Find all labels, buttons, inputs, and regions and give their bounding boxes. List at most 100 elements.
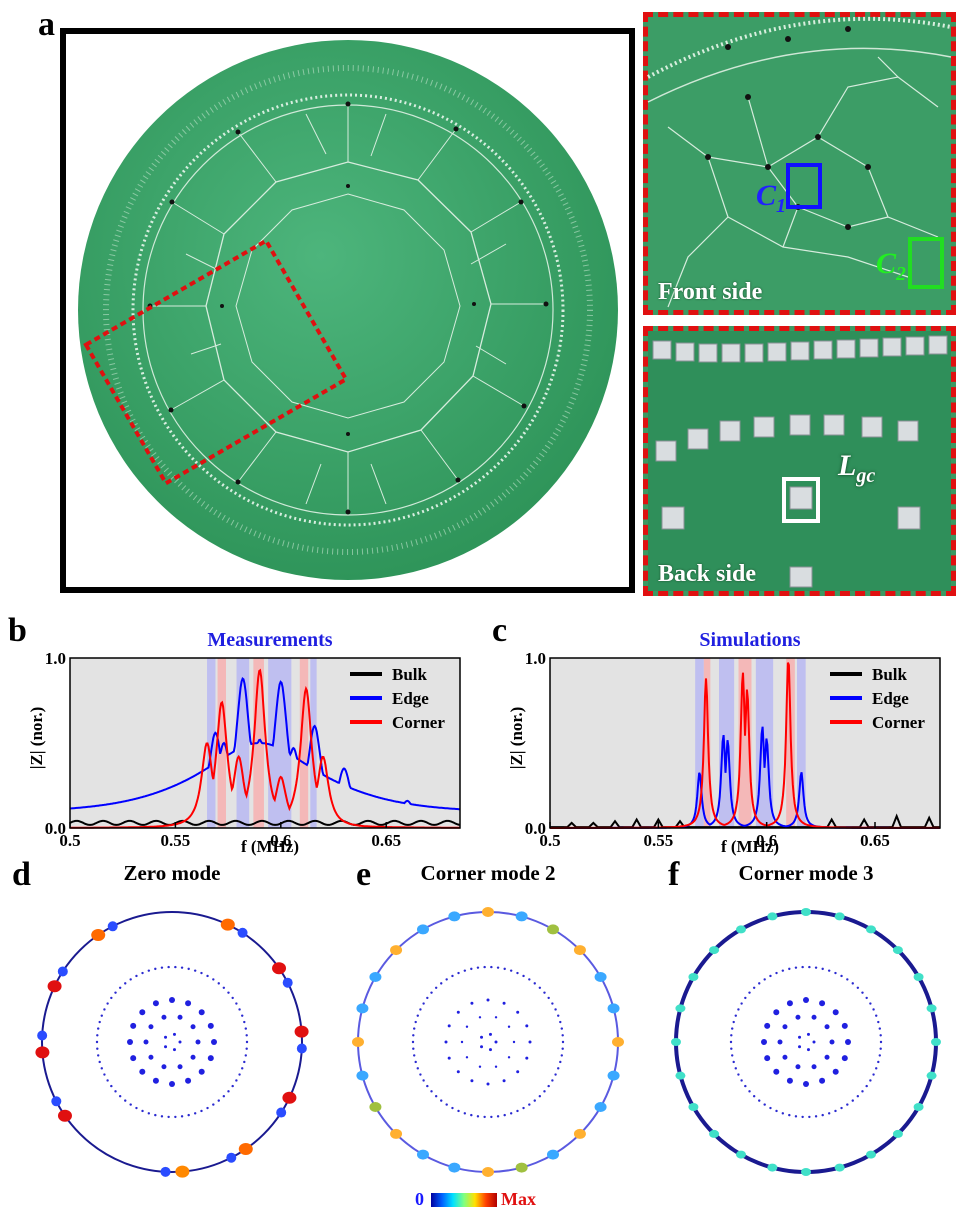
colorbar-max-label: Max: [501, 1189, 536, 1209]
panel-label-c: c: [492, 612, 508, 649]
middle-ring-dot-38: [98, 1020, 101, 1024]
middle-ring-dot-37: [731, 1027, 734, 1030]
simulations-plot-area: 0.5 0.55 0.6 0.65 0.0 1.0 Bulk Edge Corner: [525, 649, 941, 850]
inner2-ring-dot-1: [824, 1054, 830, 1060]
band-blue-3: [310, 658, 317, 828]
hotspot-3: [35, 1046, 50, 1059]
middle-ring-dot-61: [856, 986, 860, 989]
middle-ring-dot-20: [154, 1113, 157, 1117]
inner-ring-dot-5: [470, 1079, 474, 1083]
center-dot-1: [488, 1048, 492, 1052]
inner2-ring-dot-6: [782, 1024, 788, 1030]
middle-ring-dot-38: [414, 1020, 417, 1024]
middle-ring-dot-32: [732, 1060, 735, 1064]
y-tick-label-1: 1.0: [45, 649, 66, 668]
middle-ring-dot-54: [180, 966, 184, 969]
middle-ring-dot-28: [426, 1084, 429, 1088]
middle-ring-dot-46: [445, 978, 448, 981]
middle-ring-dot-68: [244, 1027, 247, 1030]
middle-ring-dot-25: [758, 1099, 761, 1102]
middle-ring-dot-4: [241, 1067, 244, 1070]
middle-ring-dot-61: [538, 986, 542, 989]
middle-ring-dot-23: [451, 1106, 454, 1110]
middle-ring-dot-65: [238, 1008, 241, 1011]
inner2-ring-dot-2: [177, 1064, 183, 1070]
x-tick-label-1: 0.55: [643, 831, 673, 850]
x-tick-label-2: 0.6: [756, 831, 777, 850]
middle-ring-dot-41: [740, 1002, 743, 1005]
middle-ring-dot-59: [212, 978, 215, 981]
inner-ring-dot-4: [486, 1082, 490, 1086]
hotspot-5: [57, 1109, 72, 1122]
middle-ring-dot-47: [135, 974, 138, 978]
center-dot-3: [480, 1035, 484, 1039]
middle-ring-dot-33: [413, 1054, 416, 1057]
legend-label-edge: Edge: [392, 689, 429, 708]
middle-ring-dot-2: [878, 1054, 881, 1057]
measurements-xlabel: f (MHz): [241, 837, 299, 856]
band-blue-0: [207, 658, 216, 828]
inner-ring-dot-8: [444, 1040, 448, 1044]
inner-ring-dot-7: [130, 1055, 137, 1062]
middle-ring-dot-46: [129, 978, 132, 981]
band-red-2: [299, 658, 309, 828]
middle-ring-dot-17: [808, 1115, 811, 1119]
hotspot-11: [675, 1071, 686, 1080]
x-tick-label-3: 0.65: [371, 831, 401, 850]
middle-ring-dot-39: [100, 1014, 103, 1017]
middle-ring-dot-10: [217, 1099, 220, 1102]
middle-ring-dot-31: [734, 1067, 737, 1070]
hotspot-9: [709, 1129, 720, 1138]
middle-ring-dot-43: [748, 991, 751, 994]
middle-ring-dot-11: [846, 1103, 849, 1106]
hotspot-blue-0: [237, 927, 248, 938]
middle-ring-dot-69: [561, 1034, 564, 1037]
band-blue-0: [695, 658, 704, 828]
inner-ring-dot-13: [502, 1001, 506, 1005]
hotspot-1: [607, 1070, 620, 1081]
c2-label: C2: [876, 247, 906, 286]
inner-ring-dot-8: [761, 1039, 767, 1045]
middle-ring-dot-18: [801, 1115, 804, 1119]
middle-ring-dot-5: [872, 1073, 875, 1076]
middle-ring-dot-43: [114, 991, 117, 994]
inner2-ring-dot-5: [777, 1039, 783, 1045]
lgc-subscript: gc: [856, 465, 876, 487]
center-dot-2: [798, 1045, 802, 1049]
hotspot-15: [390, 945, 403, 956]
middle-ring-dot-3: [243, 1060, 246, 1064]
middle-ring-dot-57: [834, 971, 837, 975]
middle-ring-dot-29: [422, 1079, 425, 1082]
middle-ring-dot-42: [744, 996, 747, 1000]
middle-ring-dot-46: [763, 978, 766, 981]
inner-ring-dot-11: [786, 1000, 793, 1007]
middle-ring-dot-26: [434, 1095, 438, 1098]
middle-ring-dot-57: [516, 971, 519, 975]
middle-ring-dot-48: [775, 971, 778, 975]
middle-ring-dot-45: [440, 982, 443, 985]
hotspot-12: [352, 1037, 364, 1047]
inner2-ring-dot-3: [161, 1064, 167, 1070]
hotspot-20: [866, 925, 876, 934]
middle-ring-dot-69: [879, 1034, 882, 1037]
hotspot-blue-7: [57, 966, 68, 977]
middle-ring-dot-7: [865, 1084, 868, 1088]
back-side-caption: Back side: [658, 561, 757, 587]
inner-ring-dot-7: [764, 1055, 771, 1062]
hotspot-12: [671, 1038, 681, 1046]
middle-ring-dot-64: [551, 1002, 554, 1005]
inner2-ring-dot-4: [782, 1054, 788, 1060]
middle-ring-dot-56: [193, 969, 197, 972]
legend-label-corner: Corner: [392, 713, 445, 732]
inner2-ring-dot-6: [148, 1024, 154, 1030]
middle-ring-dot-31: [100, 1067, 103, 1070]
inner-ring-dot-10: [456, 1010, 460, 1014]
middle-ring-dot-57: [200, 971, 203, 975]
middle-ring-dot-48: [141, 971, 144, 975]
inner-ring-dot-14: [198, 1009, 205, 1016]
middle-ring-dot-56: [827, 969, 831, 972]
middle-ring-dot-8: [227, 1090, 230, 1093]
middle-ring-dot-66: [875, 1014, 878, 1017]
middle-ring-dot-63: [865, 996, 868, 1000]
hotspot-2: [294, 1025, 309, 1038]
